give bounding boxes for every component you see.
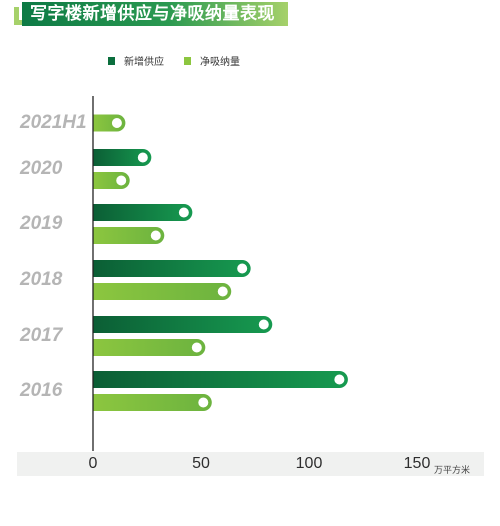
supply-2018-bar xyxy=(93,260,251,277)
absorption-2016-bar xyxy=(93,394,212,411)
supply-2016-end-marker xyxy=(334,374,345,385)
x-axis-band xyxy=(17,452,484,476)
absorption-2017-end-marker xyxy=(191,342,202,353)
absorption-2019-bar xyxy=(93,227,165,244)
x-tick-label-100: 100 xyxy=(295,455,323,472)
absorption-2017-bar xyxy=(93,339,206,356)
supply-2020-bar xyxy=(93,149,152,166)
x-tick-label-0: 0 xyxy=(88,455,98,472)
x-tick-label-150: 150 xyxy=(403,455,431,472)
supply-2019-end-marker xyxy=(178,207,189,218)
absorption-2021h1-end-marker xyxy=(111,118,122,128)
supply-2019-bar xyxy=(93,204,193,221)
supply-2017-bar xyxy=(93,316,273,333)
category-label-2017: 2017 xyxy=(20,325,63,346)
category-label-2020: 2020 xyxy=(20,158,63,179)
legend-item-absorption: 净吸纳量 xyxy=(184,53,240,68)
chart-title: 写字楼新增供应与净吸纳量表现 xyxy=(30,4,275,24)
category-label-2019: 2019 xyxy=(20,213,63,234)
category-label-2021h1: 2021H1 xyxy=(20,112,87,133)
x-tick-label-50: 50 xyxy=(192,455,210,472)
category-label-2018: 2018 xyxy=(20,269,63,290)
legend-item-supply: 新增供应 xyxy=(108,53,164,68)
absorption-2016-end-marker xyxy=(198,397,209,408)
category-label-2016: 2016 xyxy=(20,380,63,401)
absorption-2019-end-marker xyxy=(150,230,161,241)
absorption-2020-end-marker xyxy=(116,175,127,186)
supply-2017-end-marker xyxy=(258,319,269,330)
legend: 新增供应 净吸纳量 xyxy=(108,53,260,68)
absorption-2018-end-marker xyxy=(217,286,228,297)
legend-label-absorption: 净吸纳量 xyxy=(200,57,240,68)
legend-swatch-supply xyxy=(108,56,115,65)
legend-label-supply: 新增供应 xyxy=(124,57,164,68)
supply-2018-end-marker xyxy=(237,263,248,274)
supply-2020-end-marker xyxy=(137,152,148,163)
x-axis-unit: 万平方米 xyxy=(434,466,471,476)
title-corner-mark xyxy=(14,7,28,25)
legend-swatch-absorption xyxy=(184,56,191,65)
title-bar xyxy=(22,2,288,26)
absorption-2018-bar xyxy=(93,283,232,300)
supply-2016-bar xyxy=(93,371,348,388)
